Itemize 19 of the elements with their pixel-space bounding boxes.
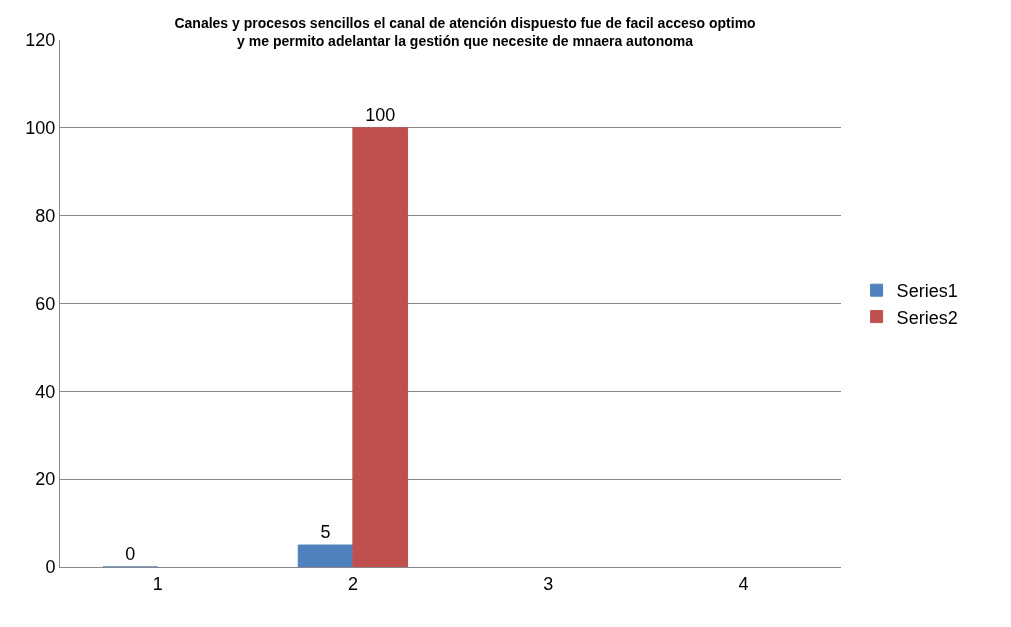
y-tick-label: 0	[45, 557, 56, 578]
legend-label: Series2	[896, 307, 958, 328]
y-tick-label: 40	[35, 381, 56, 402]
bar	[297, 544, 354, 567]
data-label: 0	[125, 544, 136, 564]
y-tick-label: 120	[25, 30, 56, 51]
y-tick-label: 60	[35, 293, 56, 314]
x-tick-label: 1	[152, 573, 163, 594]
y-tick-label: 100	[25, 118, 56, 139]
x-tick-label: 3	[543, 573, 554, 594]
legend-label: Series1	[896, 281, 958, 302]
y-tick-label: 80	[35, 205, 56, 226]
x-tick-label: 2	[347, 573, 358, 594]
data-label: 5	[320, 522, 331, 543]
x-tick-label: 4	[738, 573, 749, 594]
data-label: 100	[365, 104, 396, 125]
y-tick-label: 20	[35, 469, 56, 490]
bar	[352, 127, 409, 567]
chart-title: Canales y procesos sencillos el canal de atención dispuesto fue de facil acceso optimo y me permito adelantar la gestión que necesite de mnaera autonoma	[174, 15, 756, 50]
